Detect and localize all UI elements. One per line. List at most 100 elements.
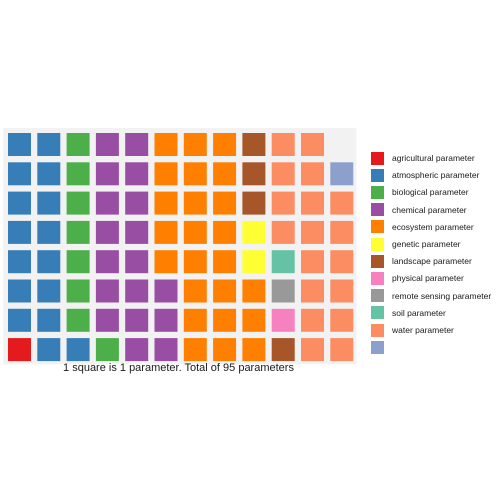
- legend-swatch: [371, 289, 384, 303]
- waffle-square: [125, 220, 149, 244]
- waffle-square: [183, 308, 207, 332]
- waffle-square: [37, 250, 61, 274]
- waffle-square: [213, 308, 237, 332]
- waffle-square: [330, 191, 354, 215]
- legend-item: water parameter: [371, 323, 454, 337]
- waffle-square: [213, 220, 237, 244]
- waffle-square: [242, 162, 266, 186]
- waffle-square: [154, 191, 178, 215]
- legend-label: biological parameter: [392, 187, 469, 198]
- waffle-square: [95, 308, 119, 332]
- waffle-square: [330, 279, 354, 303]
- waffle-square: [271, 191, 295, 215]
- legend-item: atmospheric parameter: [371, 168, 479, 182]
- waffle-square: [8, 191, 31, 215]
- waffle-square: [242, 338, 266, 362]
- waffle-square: [125, 308, 149, 332]
- waffle-square: [66, 133, 90, 156]
- waffle-square: [66, 279, 90, 303]
- waffle-square: [154, 308, 178, 332]
- legend-item: landscape parameter: [371, 254, 472, 268]
- waffle-square: [95, 133, 119, 156]
- waffle-square: [37, 308, 61, 332]
- waffle-square: [301, 191, 324, 215]
- legend-label: ecosystem parameter: [392, 221, 474, 232]
- legend-swatch: [371, 185, 384, 199]
- waffle-square: [330, 162, 354, 186]
- waffle-square: [125, 191, 149, 215]
- waffle-square: [66, 250, 90, 274]
- legend-swatch: [371, 340, 384, 354]
- waffle-square: [271, 308, 295, 332]
- waffle-square: [125, 279, 149, 303]
- waffle-square: [242, 133, 266, 156]
- waffle-square: [8, 162, 31, 186]
- legend-item: genetic parameter: [371, 237, 461, 251]
- waffle-square: [301, 133, 324, 156]
- waffle-square: [242, 220, 266, 244]
- waffle-square: [95, 250, 119, 274]
- plot-background: [3, 128, 357, 365]
- waffle-square: [213, 133, 237, 156]
- legend-swatch: [371, 254, 384, 268]
- waffle-square: [242, 250, 266, 274]
- waffle-square: [242, 279, 266, 303]
- legend-swatch: [371, 151, 384, 165]
- legend-item: biological parameter: [371, 185, 469, 199]
- waffle-square: [301, 279, 324, 303]
- waffle-square: [330, 338, 354, 362]
- waffle-square: [242, 191, 266, 215]
- waffle-square: [271, 162, 295, 186]
- waffle-square: [8, 338, 31, 362]
- waffle-square: [37, 191, 61, 215]
- waffle-square: [330, 250, 354, 274]
- legend-item: ecosystem parameter: [371, 220, 474, 234]
- waffle-square: [183, 191, 207, 215]
- waffle-square: [8, 279, 31, 303]
- legend-swatch: [371, 168, 384, 182]
- waffle-square: [8, 133, 31, 156]
- legend-swatch: [371, 271, 384, 285]
- waffle-square: [95, 191, 119, 215]
- waffle-square: [37, 220, 61, 244]
- legend-label: agricultural parameter: [392, 153, 475, 163]
- legend-label: genetic parameter: [392, 239, 461, 249]
- legend-item: agricultural parameter: [371, 151, 475, 165]
- legend-label: landscape parameter: [392, 256, 472, 267]
- legend-item: [371, 340, 392, 354]
- waffle-square: [37, 279, 61, 303]
- waffle-square: [125, 338, 149, 362]
- legend-item: chemical parameter: [371, 203, 467, 217]
- legend-label: physical parameter: [392, 273, 464, 284]
- waffle-square: [37, 162, 61, 186]
- waffle-square: [66, 308, 90, 332]
- waffle-square: [271, 133, 295, 156]
- waffle-square: [271, 220, 295, 244]
- waffle-square: [66, 191, 90, 215]
- legend-swatch: [371, 306, 384, 320]
- waffle-square: [301, 220, 324, 244]
- legend-label: atmospheric parameter: [392, 170, 480, 181]
- chart-caption: 1 square is 1 parameter. Total of 95 par…: [63, 362, 294, 374]
- waffle-square: [154, 162, 178, 186]
- waffle-square: [301, 308, 324, 332]
- waffle-square: [154, 338, 178, 362]
- waffle-square: [213, 191, 237, 215]
- legend-label: remote sensing parameter: [392, 290, 492, 301]
- legend-item: remote sensing parameter: [371, 289, 491, 303]
- waffle-square: [301, 162, 324, 186]
- waffle-square: [242, 308, 266, 332]
- waffle-square: [125, 133, 149, 156]
- waffle-square: [125, 162, 149, 186]
- waffle-square: [330, 308, 354, 332]
- waffle-square: [183, 279, 207, 303]
- waffle-square: [154, 279, 178, 303]
- legend-label: soil parameter: [392, 307, 446, 318]
- waffle-square: [213, 250, 237, 274]
- waffle-square: [95, 279, 119, 303]
- legend-swatch: [371, 203, 384, 217]
- waffle-square: [301, 338, 324, 362]
- waffle-square: [183, 250, 207, 274]
- waffle-square: [154, 250, 178, 274]
- waffle-square: [8, 220, 31, 244]
